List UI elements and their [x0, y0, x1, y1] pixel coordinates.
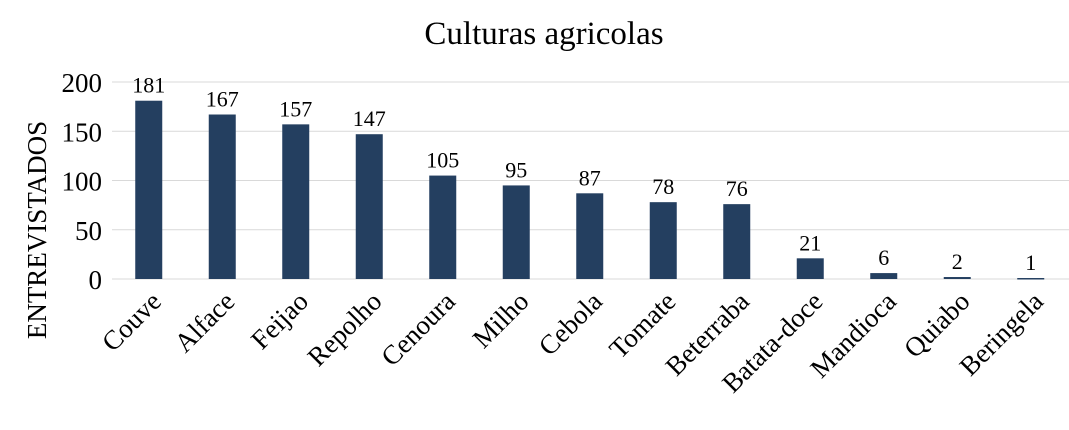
bar-cenoura [429, 175, 457, 279]
bar-alface [208, 114, 236, 279]
x-tick-label: Milho [467, 286, 535, 354]
x-tick-label: Cenoura [375, 286, 461, 372]
data-label: 21 [799, 230, 821, 255]
x-tick-label: Alface [168, 286, 240, 358]
bars [135, 100, 1045, 280]
bar-tomate [649, 202, 677, 279]
bar-milho [502, 185, 530, 279]
chart-title: Culturas agricolas [424, 16, 663, 52]
data-label: 95 [505, 157, 527, 182]
y-tick-label: 0 [89, 265, 103, 295]
data-label: 167 [206, 87, 239, 112]
x-tick-label: Cebola [533, 286, 608, 361]
data-label: 157 [279, 96, 312, 121]
data-label: 147 [353, 106, 386, 131]
bar-mandioca [870, 273, 898, 279]
y-axis-ticks: 0 50 100 150 200 [62, 68, 103, 295]
y-tick-label: 150 [62, 117, 103, 147]
bar-beterraba [723, 204, 751, 279]
data-label: 78 [652, 174, 674, 199]
data-label: 181 [132, 73, 165, 98]
bar-cebola [576, 193, 604, 279]
gridlines [112, 81, 1069, 280]
data-label: 6 [878, 245, 889, 270]
bar-repolho [355, 134, 383, 279]
bar-quiabo [943, 277, 971, 279]
data-label: 105 [426, 148, 459, 173]
y-tick-label: 50 [75, 216, 102, 246]
data-label: 1 [1025, 250, 1036, 275]
y-axis-label: ENTREVISTADOS [22, 121, 52, 339]
bar-beringela [1017, 278, 1045, 280]
bar-couve [135, 100, 163, 279]
x-tick-label: Couve [96, 286, 167, 357]
y-tick-label: 200 [62, 68, 103, 98]
data-label: 76 [726, 176, 748, 201]
data-label: 87 [579, 165, 601, 190]
bar-batata-doce [796, 258, 824, 279]
bar-feijao [282, 124, 310, 279]
x-tick-label: Repolho [302, 286, 388, 372]
y-tick-label: 100 [62, 167, 103, 197]
x-tick-label: Feijao [245, 286, 314, 355]
data-label: 2 [952, 249, 963, 274]
